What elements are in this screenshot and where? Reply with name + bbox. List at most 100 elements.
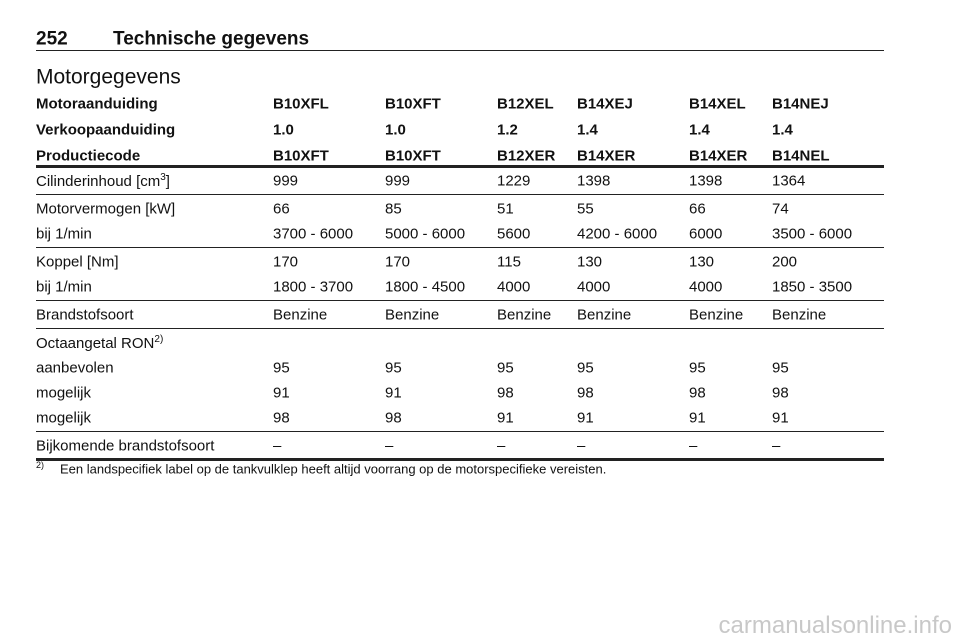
table-cell: B10XFL	[273, 95, 329, 113]
table-cell: bij 1/min	[36, 225, 92, 243]
table-rule	[36, 458, 884, 461]
cell-text: ]	[165, 173, 170, 190]
table-cell: 170	[273, 253, 299, 271]
table-cell: –	[273, 437, 282, 455]
table-cell: Benzine	[385, 306, 440, 324]
page-number: 252	[36, 28, 68, 50]
table-cell: 98	[689, 384, 706, 402]
table-cell: 98	[772, 384, 789, 402]
section-title: Motorgegevens	[36, 65, 181, 89]
table-cell-group: Cilinderinhoud [cm3]	[36, 172, 170, 190]
table-cell: 85	[385, 200, 402, 218]
table-cell: Verkoopaanduiding	[36, 121, 176, 139]
table-cell: 1800 - 3700	[273, 278, 354, 296]
table-cell: 95	[772, 359, 789, 377]
table-cell: aanbevolen	[36, 359, 114, 377]
table-cell: Benzine	[577, 306, 632, 324]
table-cell: 4000	[689, 278, 723, 296]
table-cell: B14NEJ	[772, 95, 829, 113]
table-cell: 95	[497, 359, 514, 377]
table-cell: B10XFT	[273, 147, 329, 165]
table-cell: 98	[577, 384, 594, 402]
header-rule	[36, 50, 884, 51]
table-cell: B14XER	[689, 147, 748, 165]
table-cell: –	[497, 437, 506, 455]
table-cell: 1.4	[689, 121, 710, 139]
table-cell: 55	[577, 200, 594, 218]
table-cell: Benzine	[497, 306, 552, 324]
table-cell: B10XFT	[385, 147, 441, 165]
table-cell: 1800 - 4500	[385, 278, 466, 296]
table-rule	[36, 300, 884, 301]
cell-sup: 3	[160, 172, 166, 183]
table-cell: 95	[385, 359, 402, 377]
table-cell: 130	[689, 253, 715, 271]
table-cell: 95	[273, 359, 290, 377]
table-cell: 95	[689, 359, 706, 377]
table-cell: 98	[497, 384, 514, 402]
table-cell: B14XER	[577, 147, 636, 165]
table-cell: 999	[273, 172, 299, 190]
table-cell: 4000	[497, 278, 531, 296]
table-cell: –	[577, 437, 586, 455]
table-cell: B12XER	[497, 147, 556, 165]
table-cell: 91	[385, 384, 402, 402]
cell-sup: 2)	[154, 334, 164, 345]
table-rule	[36, 431, 884, 432]
table-cell: Benzine	[772, 306, 827, 324]
table-cell: B14XEJ	[577, 95, 633, 113]
table-cell: mogelijk	[36, 409, 92, 427]
table-cell: 3500 - 6000	[772, 225, 853, 243]
table-cell: Motoraanduiding	[36, 95, 158, 113]
table-cell: Bijkomende brandstofsoort	[36, 437, 215, 455]
table-cell: 3700 - 6000	[273, 225, 354, 243]
table-cell: 1.0	[385, 121, 406, 139]
table-cell: 1229	[497, 172, 531, 190]
footnote-mark: 2)	[36, 459, 45, 470]
table-cell: 4200 - 6000	[577, 225, 658, 243]
table-cell: 1850 - 3500	[772, 278, 853, 296]
table-cell: 91	[273, 384, 290, 402]
table-cell: 1.2	[497, 121, 518, 139]
table-cell: 74	[772, 200, 789, 218]
table-cell: 1364	[772, 172, 806, 190]
table-cell: 51	[497, 200, 514, 218]
table-cell: 1398	[577, 172, 611, 190]
table-cell: 1398	[689, 172, 723, 190]
table-cell: 66	[689, 200, 706, 218]
watermark: carmanualsonline.info	[718, 612, 952, 639]
table-cell: –	[689, 437, 698, 455]
table-rule	[36, 328, 884, 329]
table-cell: B14NEL	[772, 147, 830, 165]
table-cell: B10XFT	[385, 95, 441, 113]
table-cell: 130	[577, 253, 603, 271]
table-rule	[36, 247, 884, 248]
table-cell: 1.4	[577, 121, 598, 139]
footnote-text: Een landspecifiek label op de tankvulkle…	[60, 461, 607, 477]
table-cell: 91	[689, 409, 706, 427]
table-cell-group: Octaangetal RON2)	[36, 334, 164, 352]
table-cell: –	[772, 437, 781, 455]
table-cell: 91	[577, 409, 594, 427]
table-cell: 5000 - 6000	[385, 225, 466, 243]
page-title: Technische gegevens	[113, 28, 310, 50]
table-rule	[36, 165, 884, 168]
table-cell: 6000	[689, 225, 723, 243]
table-cell: B14XEL	[689, 95, 746, 113]
table-cell: 1.0	[273, 121, 294, 139]
table-cell: 115	[497, 253, 521, 271]
table-cell: 98	[385, 409, 402, 427]
table-cell: 999	[385, 172, 411, 190]
table-cell: 98	[273, 409, 290, 427]
cell-text: Octaangetal RON	[36, 335, 155, 352]
table-cell: Benzine	[689, 306, 744, 324]
table-cell: –	[385, 437, 394, 455]
table-cell: mogelijk	[36, 384, 92, 402]
table-cell: 200	[772, 253, 798, 271]
cell-text: Cilinderinhoud [cm	[36, 173, 161, 190]
table-rule	[36, 194, 884, 195]
table-cell: bij 1/min	[36, 278, 92, 296]
table-cell: Motorvermogen [kW]	[36, 200, 176, 218]
table-cell: Brandstofsoort	[36, 306, 134, 324]
